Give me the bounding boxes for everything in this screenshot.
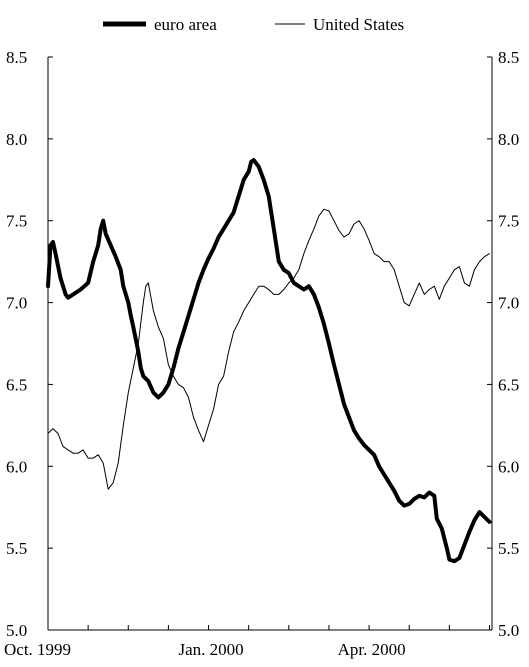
series-line-euro-area (46, 158, 492, 564)
x-tick-label-0: Oct. 1999 (4, 640, 71, 659)
left-tick-label-8: 8.0 (6, 130, 27, 149)
right-tick-label-5-5: 5.5 (498, 539, 519, 558)
right-y-ticks: 5.0 5.5 6.0 6.5 7.0 7.5 8.0 8.5 (487, 48, 519, 640)
left-tick-label-6: 6.0 (6, 457, 27, 476)
series-group (46, 158, 492, 564)
legend-label-united-states: United States (313, 15, 404, 34)
right-tick-label-7-5: 7.5 (498, 212, 519, 231)
right-tick-label-8: 8.0 (498, 130, 519, 149)
x-tick-label-2: Apr. 2000 (338, 640, 406, 659)
left-tick-label-8-5: 8.5 (6, 48, 27, 67)
left-y-ticks: 5.0 5.5 6.0 6.5 7.0 7.5 8.0 8.5 (6, 48, 53, 640)
left-tick-label-6-5: 6.5 (6, 375, 27, 394)
plot-area (47, 57, 493, 631)
right-tick-label-6-5: 6.5 (498, 375, 519, 394)
legend-label-euro-area: euro area (154, 15, 217, 34)
right-tick-label-7: 7.0 (498, 294, 519, 313)
left-tick-label-5-5: 5.5 (6, 539, 27, 558)
right-tick-label-8-5: 8.5 (498, 48, 519, 67)
left-tick-label-5: 5.0 (6, 621, 27, 640)
x-ticks: Oct. 1999 Jan. 2000 Apr. 2000 (4, 625, 490, 659)
left-tick-label-7: 7.0 (6, 294, 27, 313)
left-tick-label-7-5: 7.5 (6, 212, 27, 231)
x-tick-label-1: Jan. 2000 (178, 640, 243, 659)
legend: euro area United States (103, 15, 404, 34)
right-tick-label-6: 6.0 (498, 457, 519, 476)
right-tick-label-5: 5.0 (498, 621, 519, 640)
series-line-united-states (47, 208, 490, 490)
